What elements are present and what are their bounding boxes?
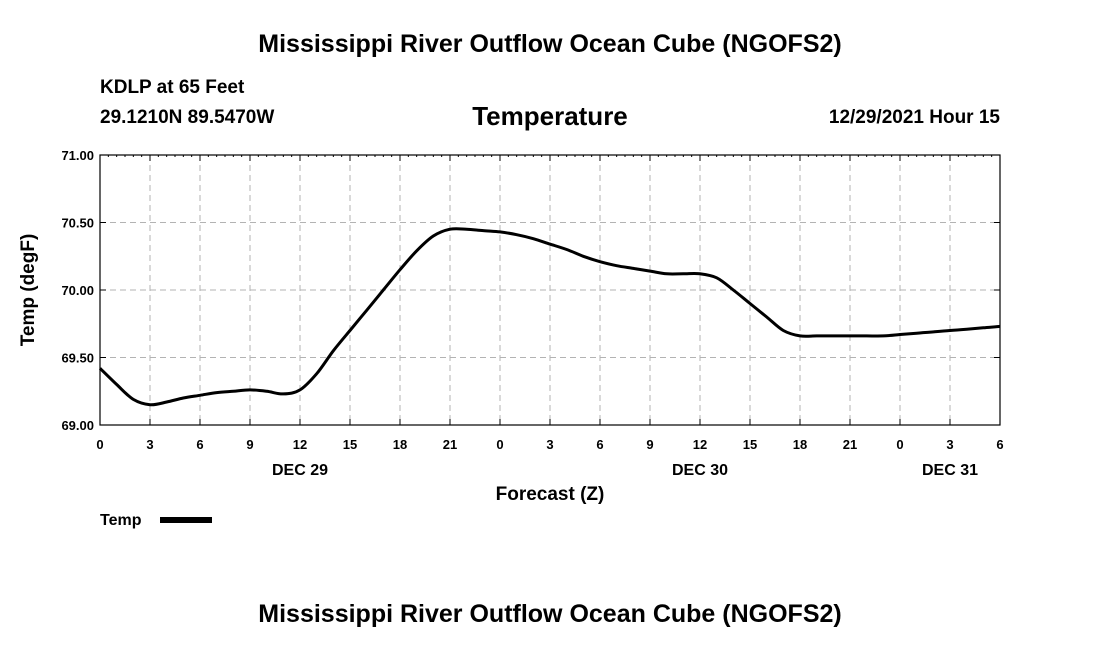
x-tick-label: 6: [596, 437, 603, 452]
y-tick-label: 69.50: [61, 351, 94, 366]
x-tick-label: 0: [96, 437, 103, 452]
variable-title: Temperature: [472, 101, 628, 131]
x-tick-label: 12: [293, 437, 307, 452]
x-tick-label: 3: [146, 437, 153, 452]
day-label: DEC 30: [672, 462, 728, 479]
footer-title: Mississippi River Outflow Ocean Cube (NG…: [258, 600, 842, 628]
x-tick-label: 12: [693, 437, 707, 452]
axes-layer: [99, 154, 1001, 426]
x-tick-label: 15: [343, 437, 357, 452]
x-tick-label: 3: [946, 437, 953, 452]
label-layer: 0 3 6 9 12 15 18 21 0 3 6 9 12 15 18 21 0 3 6 69.00 69.50 70.…: [18, 148, 1004, 529]
y-axis-label: Temp (degF): [18, 234, 39, 347]
x-tick-label: 9: [646, 437, 653, 452]
station-coords: 29.1210N 89.5470W: [100, 107, 275, 128]
forecast-datetime: 12/29/2021 Hour 15: [828, 107, 1000, 128]
x-tick-label: 0: [896, 437, 903, 452]
x-axis-label: Forecast (Z): [496, 484, 605, 505]
series-layer: [98, 227, 1001, 407]
y-tick-label: 71.00: [61, 148, 94, 163]
x-tick-label: 6: [996, 437, 1003, 452]
x-tick-label: 21: [843, 437, 857, 452]
x-tick-label: 9: [246, 437, 253, 452]
day-label: DEC 29: [272, 462, 328, 479]
x-tick-label: 21: [443, 437, 457, 452]
day-label: DEC 31: [922, 462, 978, 479]
x-tick-label: 3: [546, 437, 553, 452]
x-tick-label: 18: [393, 437, 407, 452]
y-tick-label: 70.00: [61, 283, 94, 298]
x-tick-label: 6: [196, 437, 203, 452]
legend-label: Temp: [100, 512, 142, 529]
y-tick-label: 69.00: [61, 418, 94, 433]
x-tick-label: 15: [743, 437, 757, 452]
grid-layer: [100, 155, 1000, 425]
temp-series-line: [98, 227, 1001, 407]
legend-swatch: [160, 517, 212, 523]
x-tick-label: 0: [496, 437, 503, 452]
station-label: KDLP at 65 Feet: [100, 77, 245, 98]
x-tick-label: 18: [793, 437, 807, 452]
y-tick-label: 70.50: [61, 216, 94, 231]
chart-title: Mississippi River Outflow Ocean Cube (NG…: [258, 30, 842, 58]
